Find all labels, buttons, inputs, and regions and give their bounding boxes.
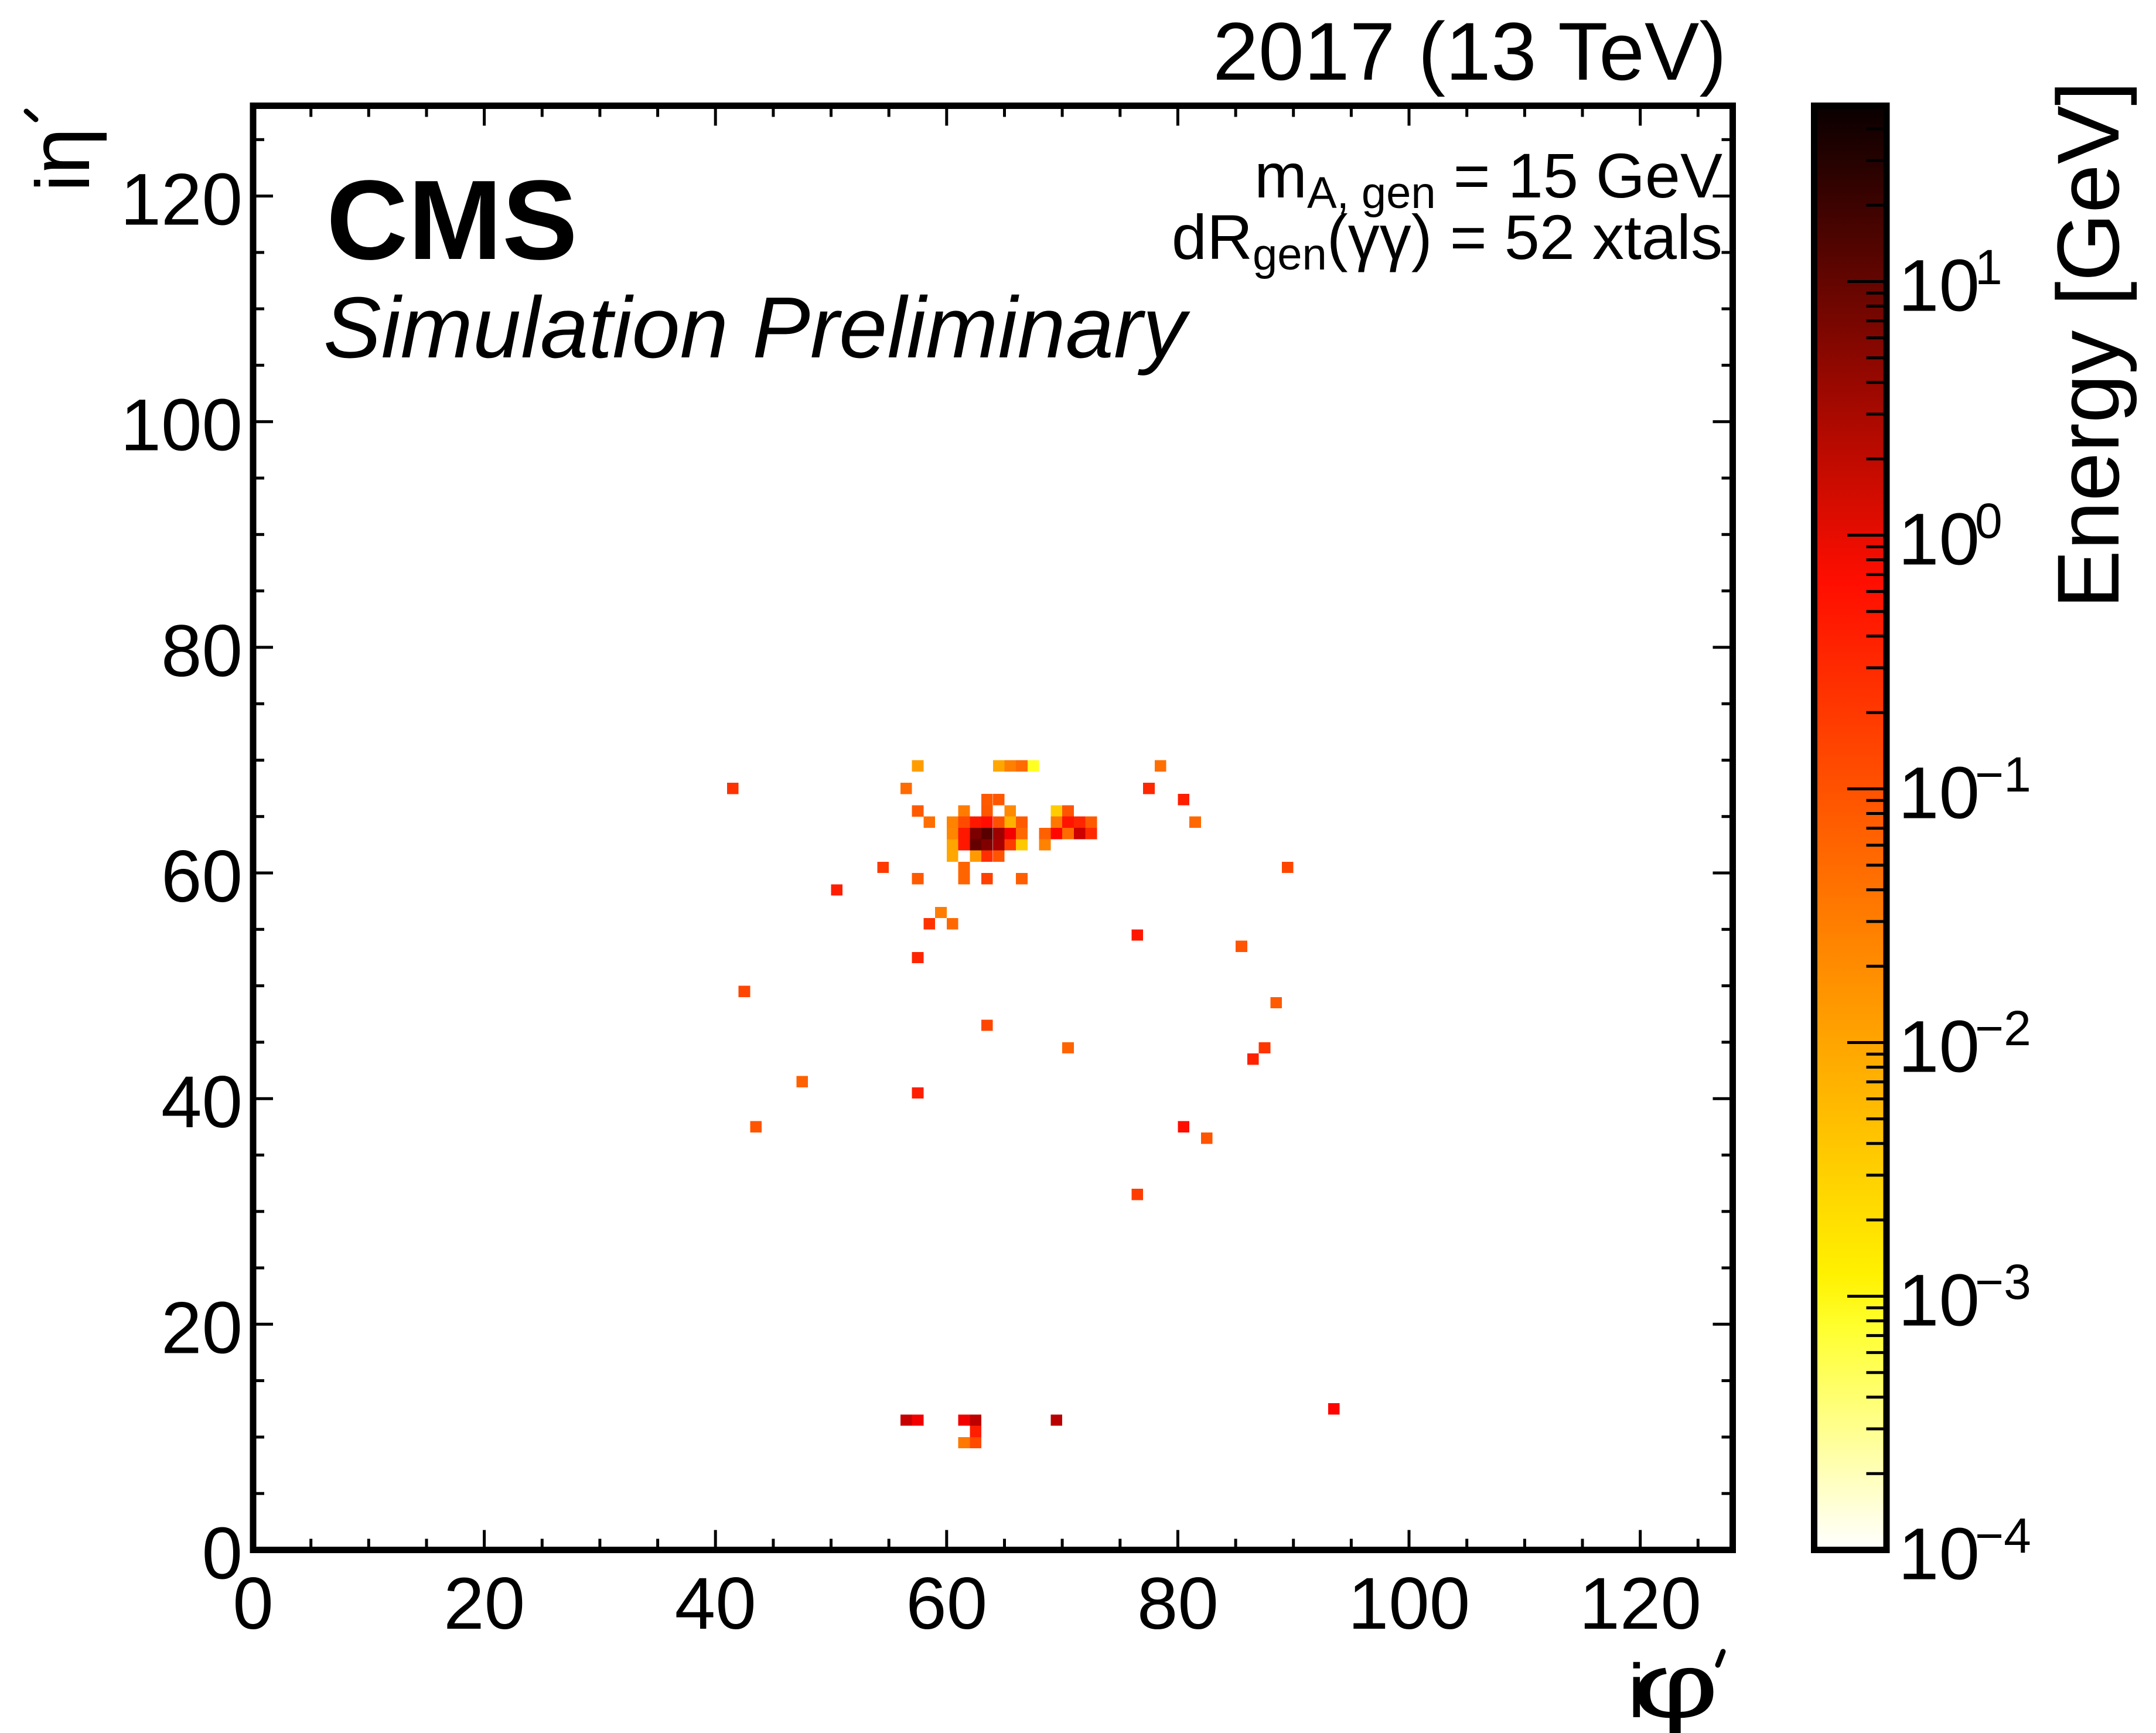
svg-text:Energy [GeV]: Energy [GeV] [2039, 81, 2137, 609]
svg-text:CMS: CMS [326, 156, 578, 283]
svg-text:0: 0 [233, 1563, 274, 1645]
svg-text:60: 60 [906, 1563, 987, 1645]
svg-text:40: 40 [161, 1062, 243, 1143]
svg-text:80: 80 [1137, 1563, 1219, 1645]
svg-text:10−4: 10−4 [1898, 1508, 2031, 1595]
svg-text:120: 120 [1579, 1563, 1701, 1645]
svg-text:20: 20 [444, 1563, 525, 1645]
svg-text:20: 20 [161, 1287, 243, 1369]
svg-text:40: 40 [675, 1563, 756, 1645]
svg-text:100: 100 [1348, 1563, 1471, 1645]
svg-text:60: 60 [161, 836, 243, 917]
svg-text:φ: φ [1632, 1635, 1719, 1733]
svg-text:0: 0 [202, 1513, 243, 1595]
svg-text:100: 100 [120, 385, 243, 466]
svg-text:2017 (13 TeV): 2017 (13 TeV) [1213, 5, 1727, 97]
svg-text:10−3: 10−3 [1898, 1254, 2031, 1342]
svg-text:Simulation Preliminary: Simulation Preliminary [323, 279, 1190, 376]
svg-text:iη: iη [12, 127, 107, 192]
svg-text:80: 80 [161, 610, 243, 692]
svg-text:i: i [1628, 1648, 1645, 1733]
svg-text:120: 120 [120, 159, 243, 241]
